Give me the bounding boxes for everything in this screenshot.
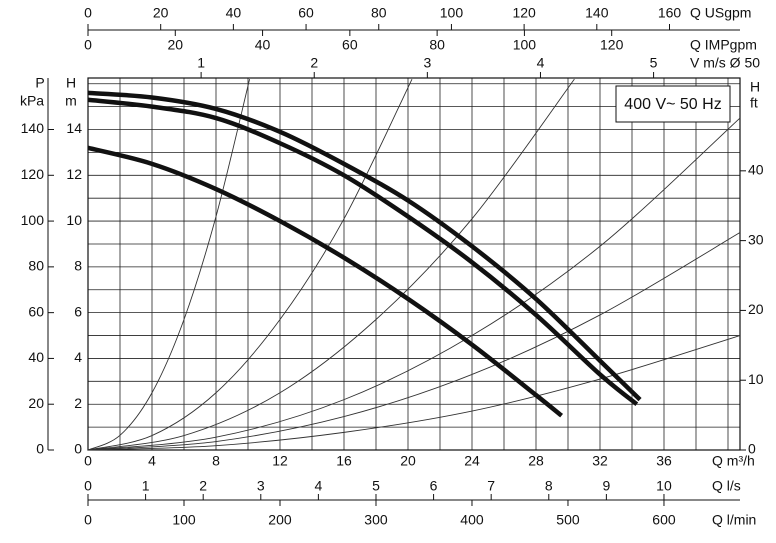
tick-label: 100 (172, 512, 196, 528)
system-curve (87, 79, 251, 451)
tick-label: 140 (585, 5, 609, 21)
tick-label: 7 (487, 478, 495, 494)
axis-label: Q USgpm (690, 5, 751, 21)
tick-label: 4 (314, 478, 322, 494)
tick-label: 3 (257, 478, 265, 494)
tick-label: 6 (430, 478, 438, 494)
tick-label: 400 (460, 512, 484, 528)
tick-label: 80 (28, 258, 44, 274)
system-curve (87, 335, 741, 451)
tick-label: 10 (748, 371, 764, 387)
x-tick-label: 36 (656, 453, 672, 469)
tick-label: 60 (28, 303, 44, 319)
tick-label: 1 (197, 55, 205, 71)
tick-label: 20 (748, 301, 764, 317)
tick-label: 60 (298, 5, 314, 21)
x-tick-label: 28 (528, 453, 544, 469)
tick-label: 300 (364, 512, 388, 528)
y-axis-label: H (66, 75, 76, 91)
tick-label: 160 (658, 5, 682, 21)
y-axis-label: m (65, 93, 77, 109)
tick-label: 140 (21, 120, 45, 136)
x-tick-label: 4 (148, 453, 156, 469)
x-tick-label: 32 (592, 453, 608, 469)
tick-label: 500 (556, 512, 580, 528)
x-tick-label: 0 (84, 453, 92, 469)
y-tick-label: 8 (74, 258, 82, 274)
x-tick-label: 24 (464, 453, 480, 469)
axis-label: V m/s Ø 50 (690, 55, 760, 71)
axis-label: P (35, 75, 44, 91)
axis-label: kPa (20, 93, 44, 109)
system-curve (87, 78, 413, 451)
system-curve (87, 78, 575, 451)
tick-label: 40 (255, 37, 271, 53)
tick-label: 0 (84, 512, 92, 528)
y-tick-label: 14 (66, 120, 82, 136)
tick-label: 20 (167, 37, 183, 53)
y-tick-label: 10 (66, 212, 82, 228)
tick-label: 120 (512, 5, 536, 21)
x-axis-label: Q m³/h (712, 453, 755, 469)
axis-label: Q l/min (712, 512, 756, 528)
tick-label: 10 (656, 478, 672, 494)
x-tick-label: 8 (212, 453, 220, 469)
axis-label: H (750, 79, 760, 95)
system-curve (87, 117, 741, 451)
tick-label: 20 (153, 5, 169, 21)
annotation: 400 V~ 50 Hz (624, 96, 721, 113)
tick-label: 8 (545, 478, 553, 494)
pump-curve (87, 97, 639, 406)
tick-label: 9 (602, 478, 610, 494)
pump-curve (87, 145, 564, 418)
system-curve (87, 232, 741, 451)
axis-label: ft (750, 95, 758, 111)
tick-label: 2 (310, 55, 318, 71)
tick-label: 0 (748, 441, 756, 457)
tick-label: 4 (537, 55, 545, 71)
tick-label: 100 (440, 5, 464, 21)
x-tick-label: 12 (272, 453, 288, 469)
tick-label: 40 (28, 349, 44, 365)
tick-label: 30 (748, 231, 764, 247)
tick-label: 5 (372, 478, 380, 494)
axis-label: Q IMPgpm (690, 37, 757, 53)
tick-label: 0 (84, 37, 92, 53)
y-tick-label: 2 (74, 395, 82, 411)
y-tick-label: 6 (74, 303, 82, 319)
pump-curve (87, 90, 642, 402)
tick-label: 100 (21, 212, 45, 228)
tick-label: 5 (650, 55, 658, 71)
annotation-box (615, 85, 731, 123)
tick-label: 0 (84, 478, 92, 494)
plot-frame (87, 77, 741, 451)
tick-label: 0 (84, 5, 92, 21)
axis-label: Q l/s (712, 478, 741, 494)
y-tick-label: 12 (66, 166, 82, 182)
tick-label: 60 (342, 37, 358, 53)
tick-label: 120 (21, 166, 45, 182)
tick-label: 3 (423, 55, 431, 71)
y-tick-label: 0 (74, 441, 82, 457)
tick-label: 80 (429, 37, 445, 53)
x-tick-label: 20 (400, 453, 416, 469)
tick-label: 80 (371, 5, 387, 21)
tick-label: 100 (513, 37, 537, 53)
tick-label: 40 (226, 5, 242, 21)
tick-label: 600 (652, 512, 676, 528)
x-tick-label: 16 (336, 453, 352, 469)
tick-label: 20 (28, 395, 44, 411)
tick-label: 120 (600, 37, 624, 53)
tick-label: 1 (142, 478, 150, 494)
tick-label: 200 (268, 512, 292, 528)
tick-label: 0 (36, 441, 44, 457)
tick-label: 40 (748, 162, 764, 178)
y-tick-label: 4 (74, 349, 82, 365)
tick-label: 2 (199, 478, 207, 494)
